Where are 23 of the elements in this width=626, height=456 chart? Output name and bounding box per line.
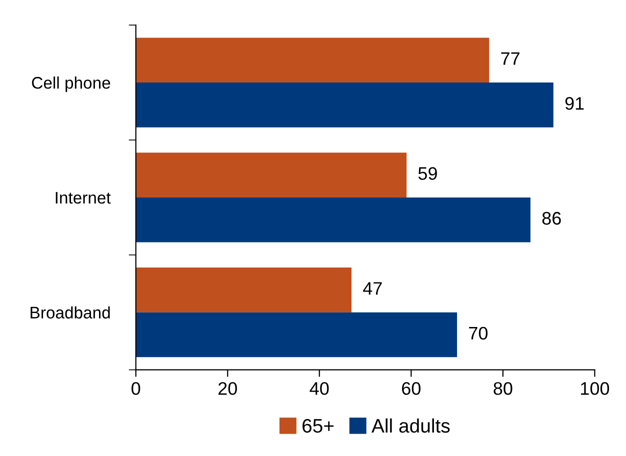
data-label: 91: [565, 97, 584, 110]
x-tick-label: 80: [494, 382, 512, 395]
x-tick-label: 40: [310, 382, 329, 395]
x-tick-label: 0: [132, 382, 140, 395]
bar: [136, 152, 407, 198]
y-tick-label: Internet: [56, 192, 111, 204]
legend-label: 65+: [302, 418, 334, 433]
bar: [136, 197, 530, 242]
x-tick-label: 100: [581, 382, 610, 395]
x-tick-label: 20: [218, 382, 237, 395]
data-label: 47: [363, 282, 382, 295]
legend-label: All adults: [372, 418, 450, 433]
bar: [136, 82, 554, 128]
bar: [136, 312, 458, 358]
data-label: 77: [501, 52, 520, 65]
data-label: 59: [418, 167, 437, 180]
data-label: 86: [542, 212, 561, 225]
bar: [136, 38, 490, 83]
data-label: 70: [469, 326, 488, 340]
x-tick-label: 60: [402, 382, 420, 395]
bar: [136, 268, 352, 312]
y-tick-label: Cell phone: [32, 76, 110, 92]
y-tick-label: Broadband: [30, 306, 110, 319]
